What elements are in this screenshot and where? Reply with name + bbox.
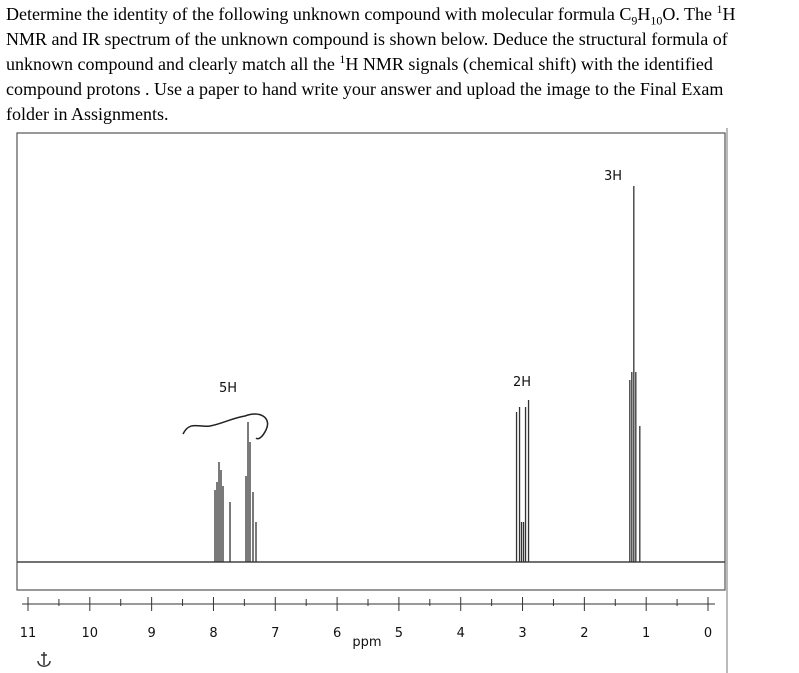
question-segment: O. The [662, 4, 717, 24]
peak-label: 2H [513, 375, 531, 390]
x-tick-label: 5 [395, 626, 403, 641]
spectrum-frame [16, 132, 726, 591]
x-tick-label: 3 [518, 626, 526, 641]
question-segment: 1 [339, 52, 346, 66]
x-tick-label: 4 [457, 626, 465, 641]
question-segment: H [637, 4, 651, 24]
question-segment: H NMR signals (chemical shift) with the … [6, 54, 724, 124]
peak-label: 3H [604, 169, 622, 184]
question-segment: 10 [650, 13, 663, 28]
x-tick-label: 11 [20, 626, 37, 641]
peak-label: 5H [219, 381, 237, 396]
x-tick-label: 8 [209, 626, 217, 641]
x-tick-label: 0 [704, 626, 712, 641]
question-text: Determine the identity of the following … [6, 2, 736, 127]
question-segment: Determine the identity of the following … [6, 4, 632, 24]
anchor-icon [37, 652, 51, 667]
peak [214, 422, 257, 562]
x-tick-label: 9 [147, 626, 155, 641]
x-tick-label: 1 [642, 626, 650, 641]
x-tick-label: 2 [580, 626, 588, 641]
x-tick-label: 10 [82, 626, 99, 641]
question-segment: H NMR and IR spectrum of the unknown com… [6, 4, 736, 74]
question-segment: 1 [716, 2, 723, 16]
x-tick-label: 7 [271, 626, 279, 641]
x-tick-label: 6 [333, 626, 341, 641]
question-segment: 9 [631, 13, 638, 28]
annotation-bracket [182, 413, 269, 440]
x-axis-label: ppm [352, 635, 381, 650]
peak [629, 186, 641, 562]
peak [515, 400, 530, 562]
